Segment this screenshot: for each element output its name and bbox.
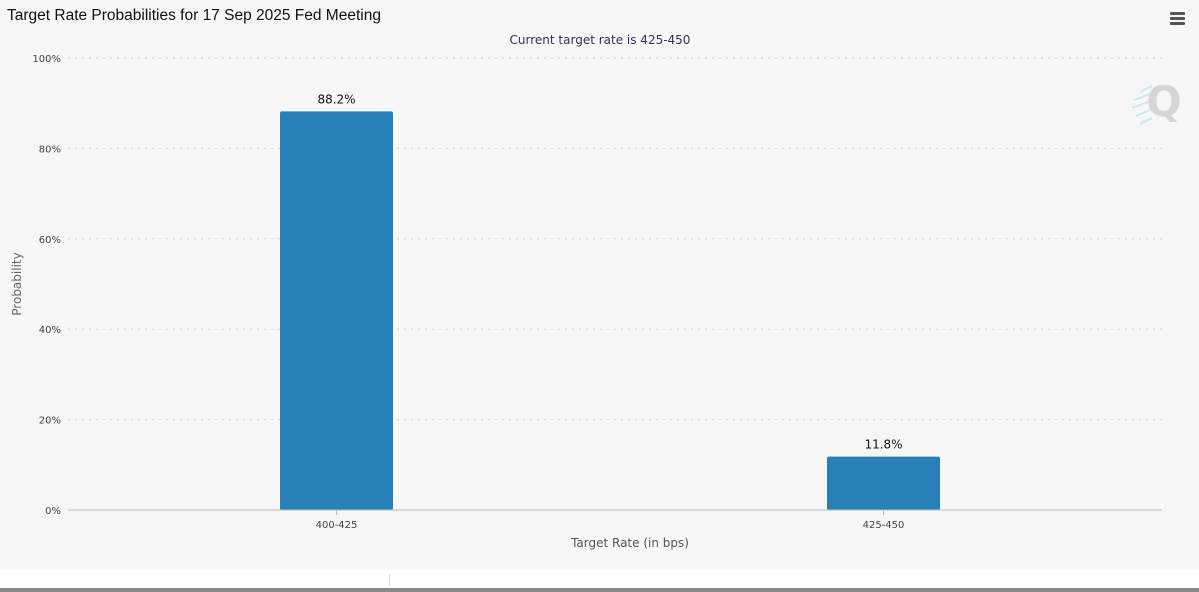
y-tick-label: 0% (45, 506, 61, 517)
y-tick-label: 60% (39, 235, 61, 246)
hamburger-menu-icon[interactable] (1170, 12, 1188, 28)
y-tick-label: 20% (39, 416, 61, 427)
footer-bar (0, 570, 1199, 592)
y-axis-title: Probability (10, 252, 24, 315)
bar-data-label: 88.2% (317, 92, 355, 106)
footer-divider (389, 574, 390, 586)
bars: 88.2% 11.8% (280, 92, 940, 510)
x-axis-ticks: 400-425 425-450 (316, 510, 905, 531)
bottom-scroll-strip (0, 588, 1199, 592)
y-tick-label: 40% (39, 325, 61, 336)
watermark-letter: Q (1146, 77, 1182, 126)
bar-chart: Current target rate is 425-450 Q 0% 20% 40… (10, 33, 1182, 550)
bar[interactable] (827, 456, 940, 510)
bar[interactable] (280, 111, 393, 510)
chart-subtitle: Current target rate is 425-450 (510, 33, 691, 47)
x-tick-label: 400-425 (316, 520, 358, 531)
grid-lines (68, 57, 1162, 421)
cme-q-logo-icon: Q (1131, 77, 1182, 126)
chart-title: Target Rate Probabilities for 17 Sep 202… (7, 7, 381, 24)
x-axis-title: Target Rate (in bps) (570, 536, 689, 550)
y-tick-label: 100% (32, 54, 61, 65)
y-axis-ticks: 0% 20% 40% 60% 80% 100% (32, 54, 61, 517)
bar-data-label: 11.8% (864, 438, 902, 452)
x-tick-label: 425-450 (863, 520, 905, 531)
y-tick-label: 80% (39, 144, 61, 155)
